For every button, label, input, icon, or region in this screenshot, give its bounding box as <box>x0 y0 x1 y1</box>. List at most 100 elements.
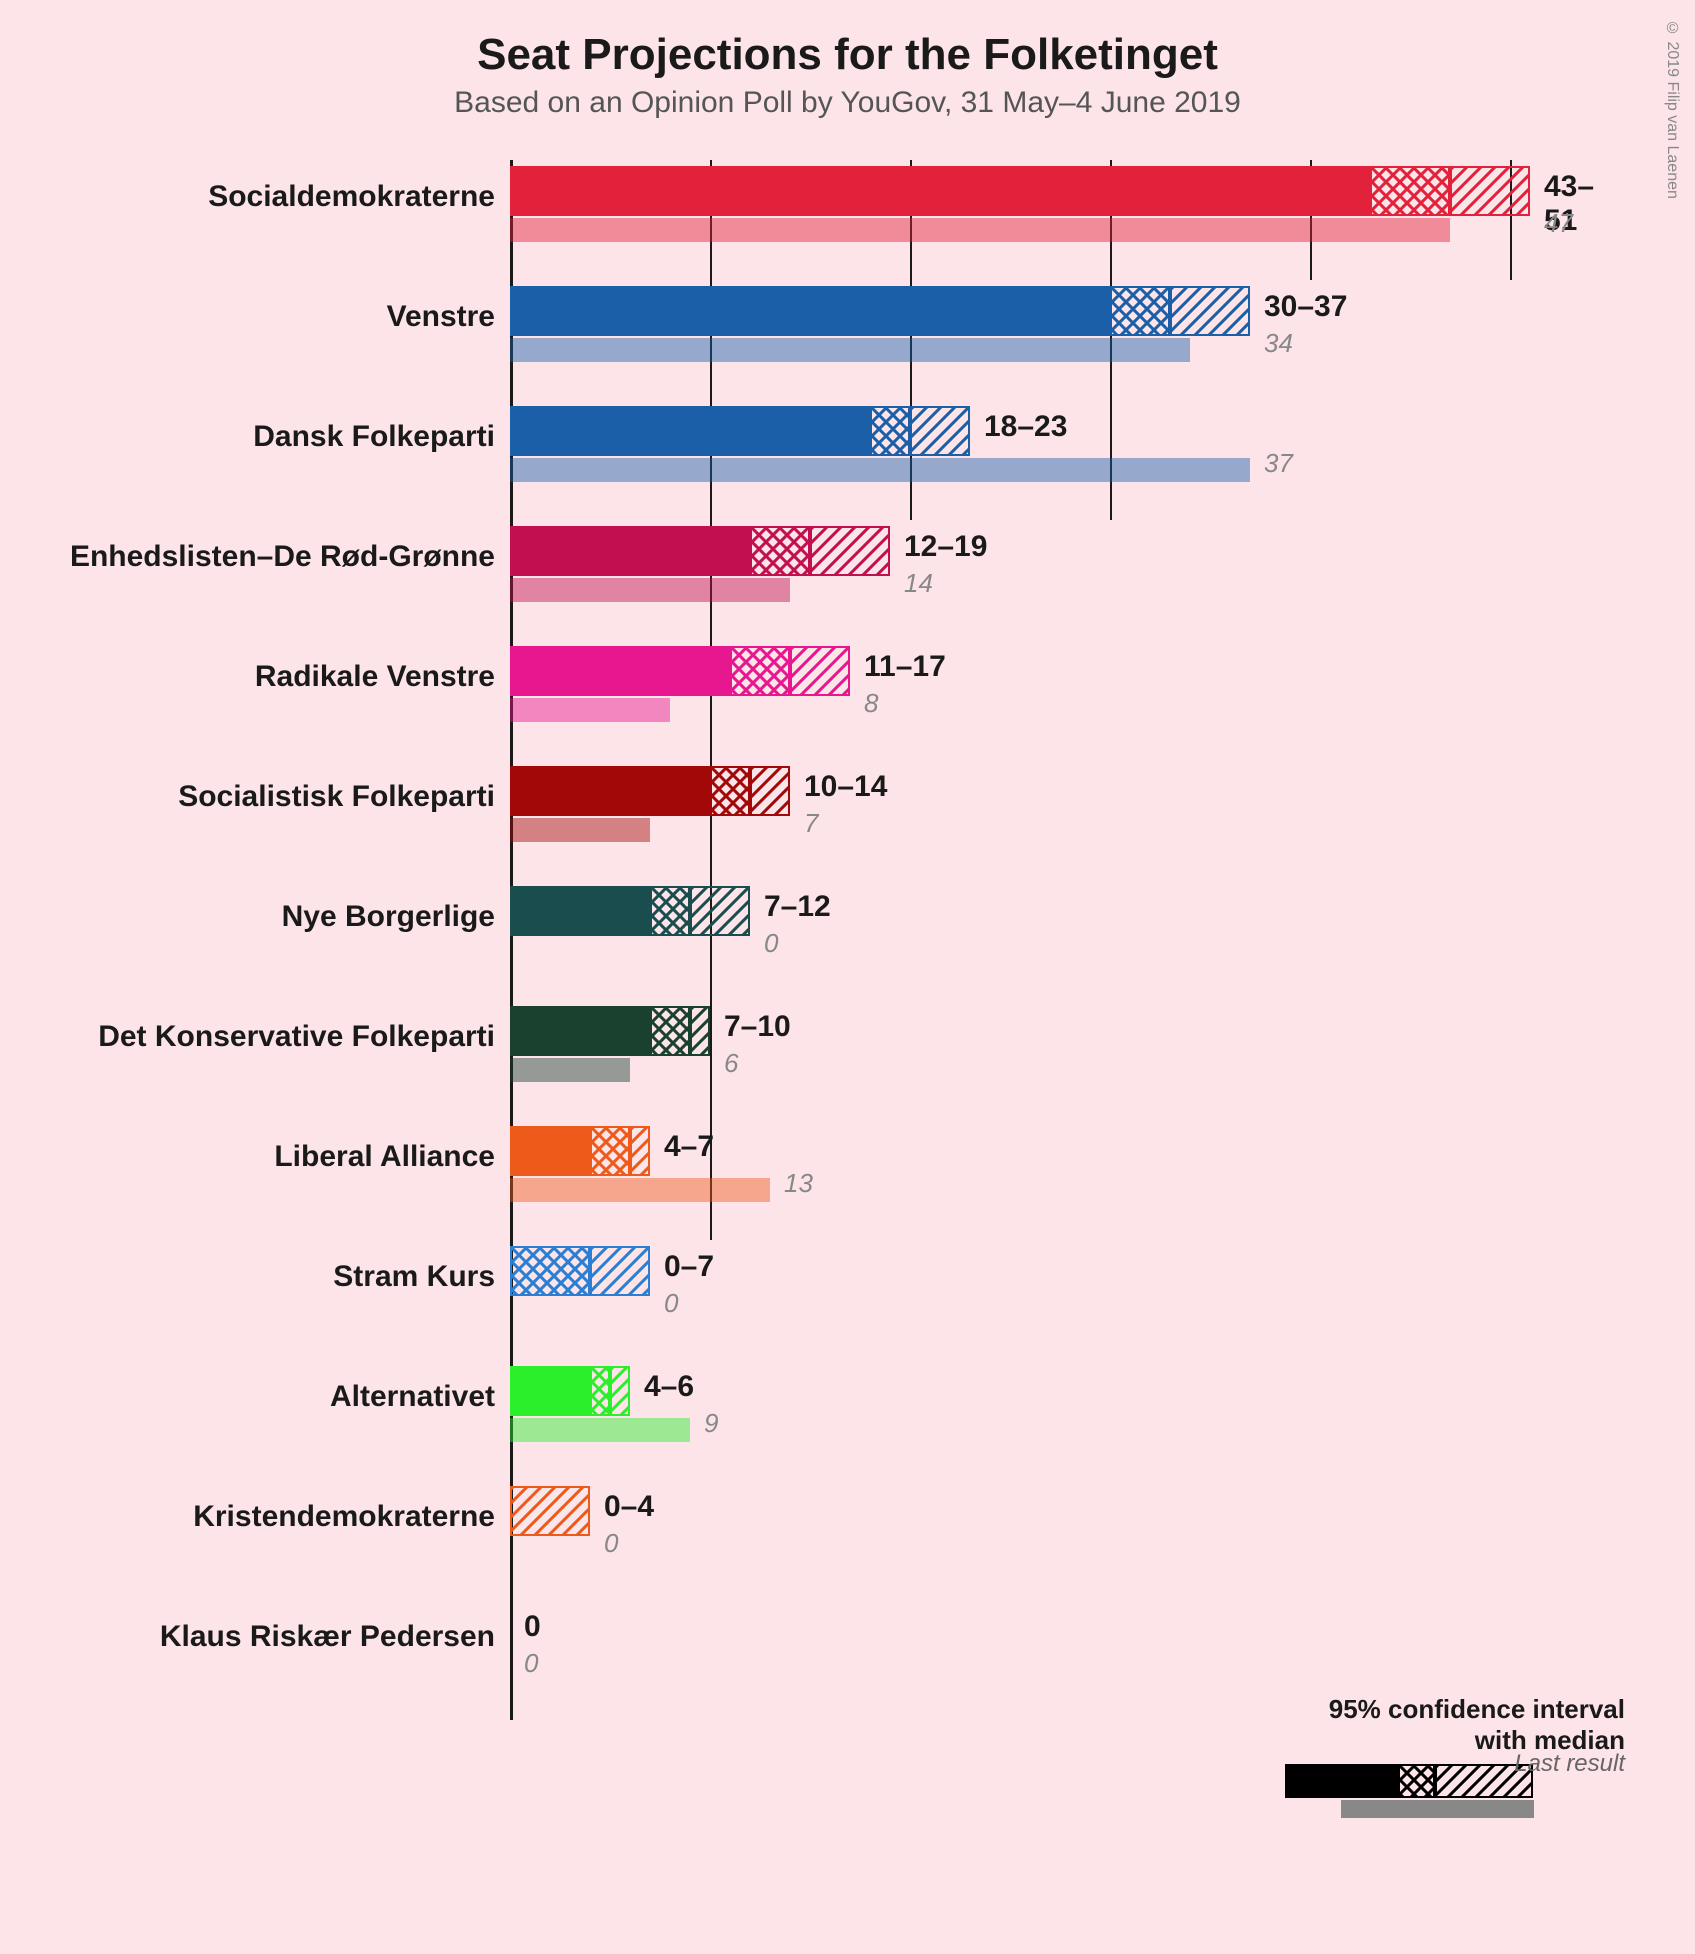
bar-solid <box>510 766 710 816</box>
bar-last-result <box>510 338 1190 362</box>
range-label: 4–6 <box>644 1370 694 1404</box>
bar-last-result <box>510 698 670 722</box>
bar-last-result <box>510 818 650 842</box>
bar-ci-upper <box>510 1486 590 1536</box>
range-label: 10–14 <box>804 770 887 804</box>
bar-ci-lower <box>590 1126 630 1176</box>
range-label: 30–37 <box>1264 290 1347 324</box>
last-result-label: 7 <box>804 808 818 839</box>
chart-area: Socialdemokraterne43–5147Venstre30–3734D… <box>60 160 1620 1820</box>
legend-bar-last <box>1341 1800 1534 1818</box>
range-label: 7–12 <box>764 890 831 924</box>
range-label: 12–19 <box>904 530 987 564</box>
legend-bar-cross <box>1398 1764 1436 1798</box>
legend: 95% confidence interval with median Last… <box>1285 1694 1625 1834</box>
party-label: Stram Kurs <box>60 1260 495 1294</box>
party-label: Kristendemokraterne <box>60 1500 495 1534</box>
last-result-label: 37 <box>1264 448 1293 479</box>
bar-ci-lower <box>750 526 810 576</box>
party-label: Nye Borgerlige <box>60 900 495 934</box>
range-label: 4–7 <box>664 1130 714 1164</box>
party-row: Venstre 30–37 34 <box>60 280 1620 400</box>
party-row: Dansk Folkeparti18–2337 <box>60 400 1620 520</box>
bar-ci-lower <box>650 886 690 936</box>
party-label: Alternativet <box>60 1380 495 1414</box>
bar-ci-lower <box>870 406 910 456</box>
bar-last-result <box>510 218 1450 242</box>
party-row: Alternativet 4–6 9 <box>60 1360 1620 1480</box>
range-label: 11–17 <box>864 650 946 684</box>
bar-solid <box>510 286 1110 336</box>
bar-last-result <box>510 578 790 602</box>
party-label: Klaus Riskær Pedersen <box>60 1620 495 1654</box>
last-result-label: 0 <box>664 1288 678 1319</box>
party-label: Enhedslisten–De Rød-Grønne <box>60 540 495 574</box>
bar-ci-lower <box>1370 166 1450 216</box>
bar-solid <box>510 526 750 576</box>
range-label: 0–4 <box>604 1490 654 1524</box>
bar-ci-upper <box>810 526 890 576</box>
last-result-label: 9 <box>704 1408 718 1439</box>
legend-bar-solid <box>1285 1764 1398 1798</box>
bar-ci-upper <box>690 886 750 936</box>
party-label: Det Konservative Folkeparti <box>60 1020 495 1054</box>
party-label: Socialistisk Folkeparti <box>60 780 495 814</box>
bar-solid <box>510 166 1370 216</box>
party-row: Kristendemokraterne 0–4 0 <box>60 1480 1620 1600</box>
bar-ci-lower <box>510 1246 590 1296</box>
range-label: 0–7 <box>664 1250 714 1284</box>
chart-subtitle: Based on an Opinion Poll by YouGov, 31 M… <box>0 86 1695 120</box>
legend-line1: 95% confidence interval <box>1285 1694 1625 1725</box>
bar-last-result <box>510 458 1250 482</box>
last-result-label: 6 <box>724 1048 738 1079</box>
legend-last-label: Last result <box>1514 1750 1625 1778</box>
bar-solid <box>510 886 650 936</box>
bar-ci-lower <box>650 1006 690 1056</box>
bar-ci-upper <box>610 1366 630 1416</box>
party-row: Stram Kurs 0–7 0 <box>60 1240 1620 1360</box>
range-label: 7–10 <box>724 1010 791 1044</box>
party-row: Radikale Venstre 11–17 8 <box>60 640 1620 760</box>
last-result-label: 47 <box>1544 208 1573 239</box>
bar-solid <box>510 1366 590 1416</box>
last-result-label: 14 <box>904 568 933 599</box>
bar-ci-upper <box>790 646 850 696</box>
copyright-text: © 2019 Filip van Laenen <box>1663 20 1681 199</box>
last-result-label: 34 <box>1264 328 1293 359</box>
bar-ci-upper <box>750 766 790 816</box>
party-row: Enhedslisten–De Rød-Grønne 12–19 14 <box>60 520 1620 640</box>
party-row: Liberal Alliance 4–7 13 <box>60 1120 1620 1240</box>
bar-ci-upper <box>590 1246 650 1296</box>
bar-ci-lower <box>730 646 790 696</box>
bar-ci-lower <box>590 1366 610 1416</box>
bar-last-result <box>510 1058 630 1082</box>
bar-ci-upper <box>630 1126 650 1176</box>
bar-ci-upper <box>1170 286 1250 336</box>
bar-last-result <box>510 1178 770 1202</box>
chart-title: Seat Projections for the Folketinget <box>0 0 1695 80</box>
party-row: Det Konservative Folkeparti 7–10 6 <box>60 1000 1620 1120</box>
bar-ci-upper <box>690 1006 710 1056</box>
last-result-label: 13 <box>784 1168 813 1199</box>
party-label: Socialdemokraterne <box>60 180 495 214</box>
last-result-label: 8 <box>864 688 878 719</box>
bar-solid <box>510 406 870 456</box>
bar-solid <box>510 646 730 696</box>
range-label: 18–23 <box>984 410 1067 444</box>
party-label: Venstre <box>60 300 495 334</box>
bar-solid <box>510 1006 650 1056</box>
last-result-label: 0 <box>764 928 778 959</box>
party-row: Socialistisk Folkeparti 10–14 7 <box>60 760 1620 880</box>
bar-ci-lower <box>1110 286 1170 336</box>
bar-ci-upper <box>1450 166 1530 216</box>
party-row: Nye Borgerlige 7–12 0 <box>60 880 1620 1000</box>
last-result-label: 0 <box>604 1528 618 1559</box>
party-label: Radikale Venstre <box>60 660 495 694</box>
party-label: Liberal Alliance <box>60 1140 495 1174</box>
bar-last-result <box>510 1418 690 1442</box>
range-label: 0 <box>524 1610 541 1644</box>
bar-ci-upper <box>910 406 970 456</box>
last-result-label: 0 <box>524 1648 538 1679</box>
bar-ci-lower <box>710 766 750 816</box>
bar-solid <box>510 1126 590 1176</box>
